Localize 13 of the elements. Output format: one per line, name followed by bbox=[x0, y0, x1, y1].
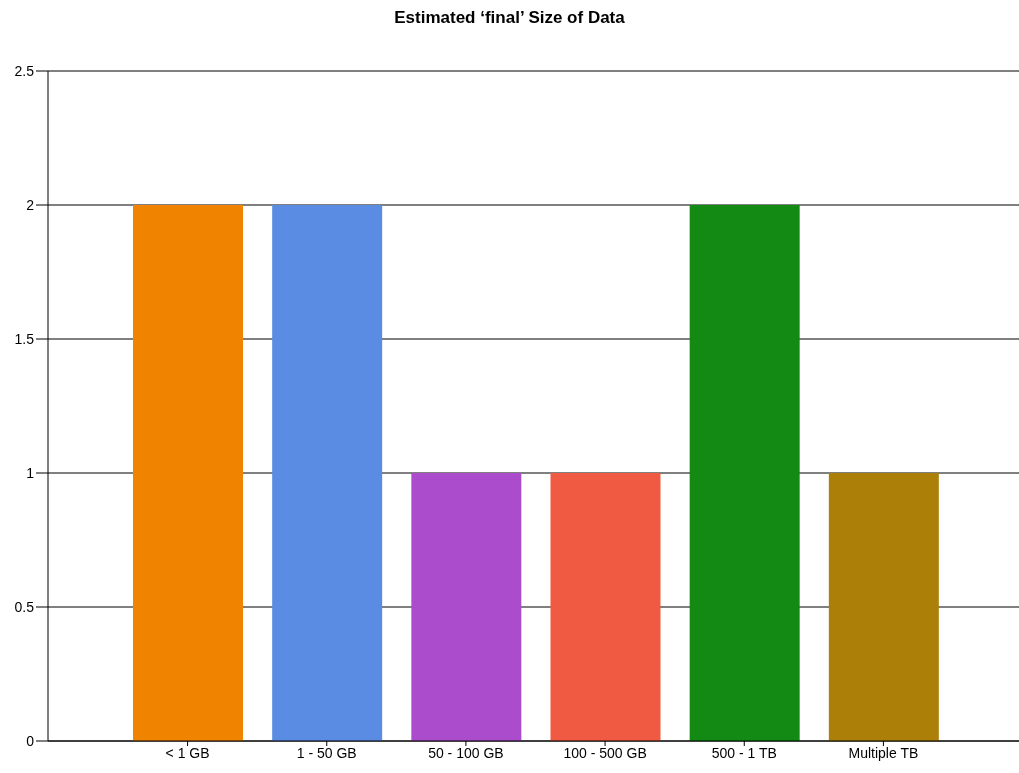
x-tick-label: Multiple TB bbox=[848, 744, 919, 761]
y-tick-label: 0 bbox=[26, 732, 35, 749]
y-tick-label: 1 bbox=[26, 464, 35, 481]
x-tick-label: < 1 GB bbox=[165, 744, 210, 761]
x-tick-label: 50 - 100 GB bbox=[428, 744, 504, 761]
y-tick-label: 0.5 bbox=[14, 598, 35, 615]
y-tick-label: 2.5 bbox=[14, 62, 35, 79]
x-tick-label: 500 - 1 TB bbox=[711, 744, 777, 761]
x-tick-label: 1 - 50 GB bbox=[296, 744, 357, 761]
y-tick-label: 1.5 bbox=[14, 330, 35, 347]
x-tick-label: 100 - 500 GB bbox=[563, 744, 647, 761]
chart-title: Estimated ‘final’ Size of Data bbox=[393, 8, 626, 28]
y-tick-label: 2 bbox=[26, 196, 35, 213]
